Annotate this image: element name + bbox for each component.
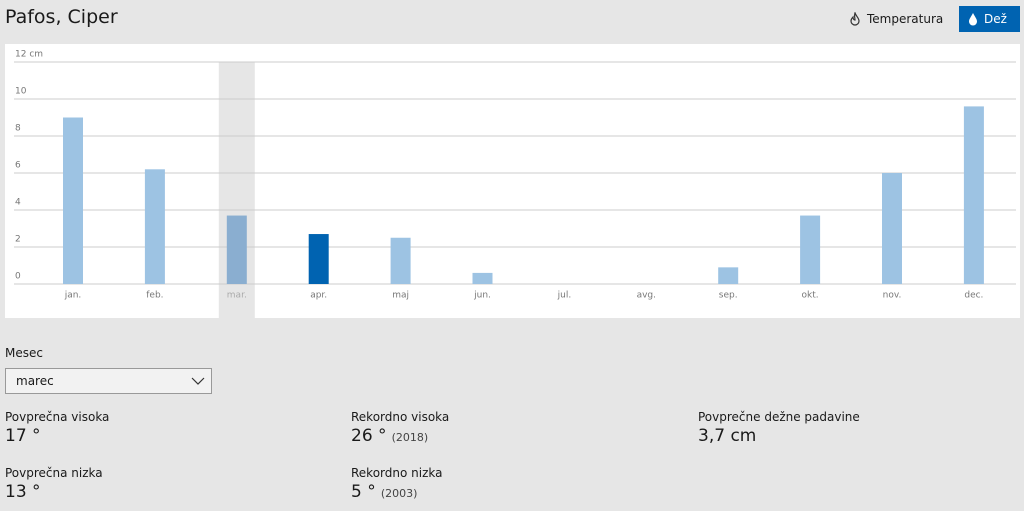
x-tick-label: maj (392, 291, 409, 301)
stat-note: (2018) (391, 431, 429, 444)
stat: Povprečne dežne padavine 3,7 cm (698, 410, 860, 446)
x-tick-label: apr. (310, 291, 327, 301)
stat-value: 26 ° (351, 426, 387, 446)
stat-label: Povprečna visoka (5, 410, 110, 424)
stat-value: 5 ° (351, 482, 376, 502)
stat-value-row: 5 ° (2003) (351, 482, 442, 502)
stat: Rekordno nizka 5 ° (2003) (351, 466, 442, 502)
drop-icon (969, 13, 977, 26)
stat-label: Povprečna nizka (5, 466, 103, 480)
bar (63, 117, 83, 284)
x-tick-label: feb. (146, 291, 163, 301)
chevron-icon (191, 377, 205, 385)
rain-chart: 0 2 4 6 8 10 12 cm jan. feb. mar. apr. maj jun. jul. a… (5, 44, 1020, 318)
x-tick-label: dec. (964, 291, 983, 301)
dropdown-value: marec (16, 374, 54, 388)
bar (472, 272, 493, 284)
y-tick-label: 4 (15, 198, 21, 208)
bar (390, 237, 411, 284)
x-tick-label: mar. (227, 291, 247, 301)
bar (882, 173, 902, 284)
button-label: Dež (984, 12, 1007, 26)
stat-note: (2003) (380, 487, 418, 500)
page-title: Pafos, Ciper (5, 6, 118, 28)
stat-value-row: 13 ° (5, 482, 103, 502)
y-tick-label: 8 (15, 124, 21, 134)
stat-value: 3,7 cm (698, 426, 757, 446)
stat-label: Rekordno nizka (351, 466, 443, 480)
stat-label: Povprečne dežne padavine (698, 410, 860, 424)
flame-icon (850, 12, 860, 26)
stat-value: 17 ° (5, 426, 41, 446)
stat-value-row: 26 ° (2018) (351, 426, 449, 446)
rain-button[interactable]: Dež (959, 6, 1020, 32)
x-tick-label: nov. (883, 291, 902, 301)
month-dropdown[interactable]: marec (5, 368, 212, 394)
bar (718, 267, 739, 284)
y-tick-label: 0 (15, 272, 21, 282)
button-label: Temperatura (867, 12, 944, 26)
bar (800, 215, 821, 284)
y-tick-label: 12 cm (15, 50, 43, 60)
temperature-button[interactable]: Temperatura (840, 6, 952, 32)
y-tick-label: 10 (15, 87, 27, 97)
y-tick-label: 2 (15, 235, 21, 245)
stat: Rekordno visoka 26 ° (2018) (351, 410, 449, 446)
bar (308, 234, 329, 284)
stat: Povprečna nizka 13 ° (5, 466, 103, 502)
stat-value-row: 17 ° (5, 426, 109, 446)
bar (963, 106, 984, 285)
bar (226, 215, 247, 284)
bar (144, 169, 165, 284)
x-tick-label: avg. (637, 291, 656, 301)
month-label: Mesec (5, 346, 43, 360)
stat-value: 13 ° (5, 482, 41, 502)
stat-label: Rekordno visoka (351, 410, 450, 424)
y-tick-label: 6 (15, 161, 21, 171)
x-tick-label: sep. (719, 291, 738, 301)
x-tick-label: jan. (64, 291, 82, 301)
x-tick-label: jun. (473, 291, 491, 301)
x-tick-label: okt. (802, 291, 819, 301)
stat-value-row: 3,7 cm (698, 426, 860, 446)
stat: Povprečna visoka 17 ° (5, 410, 109, 446)
x-tick-label: jul. (557, 291, 572, 301)
